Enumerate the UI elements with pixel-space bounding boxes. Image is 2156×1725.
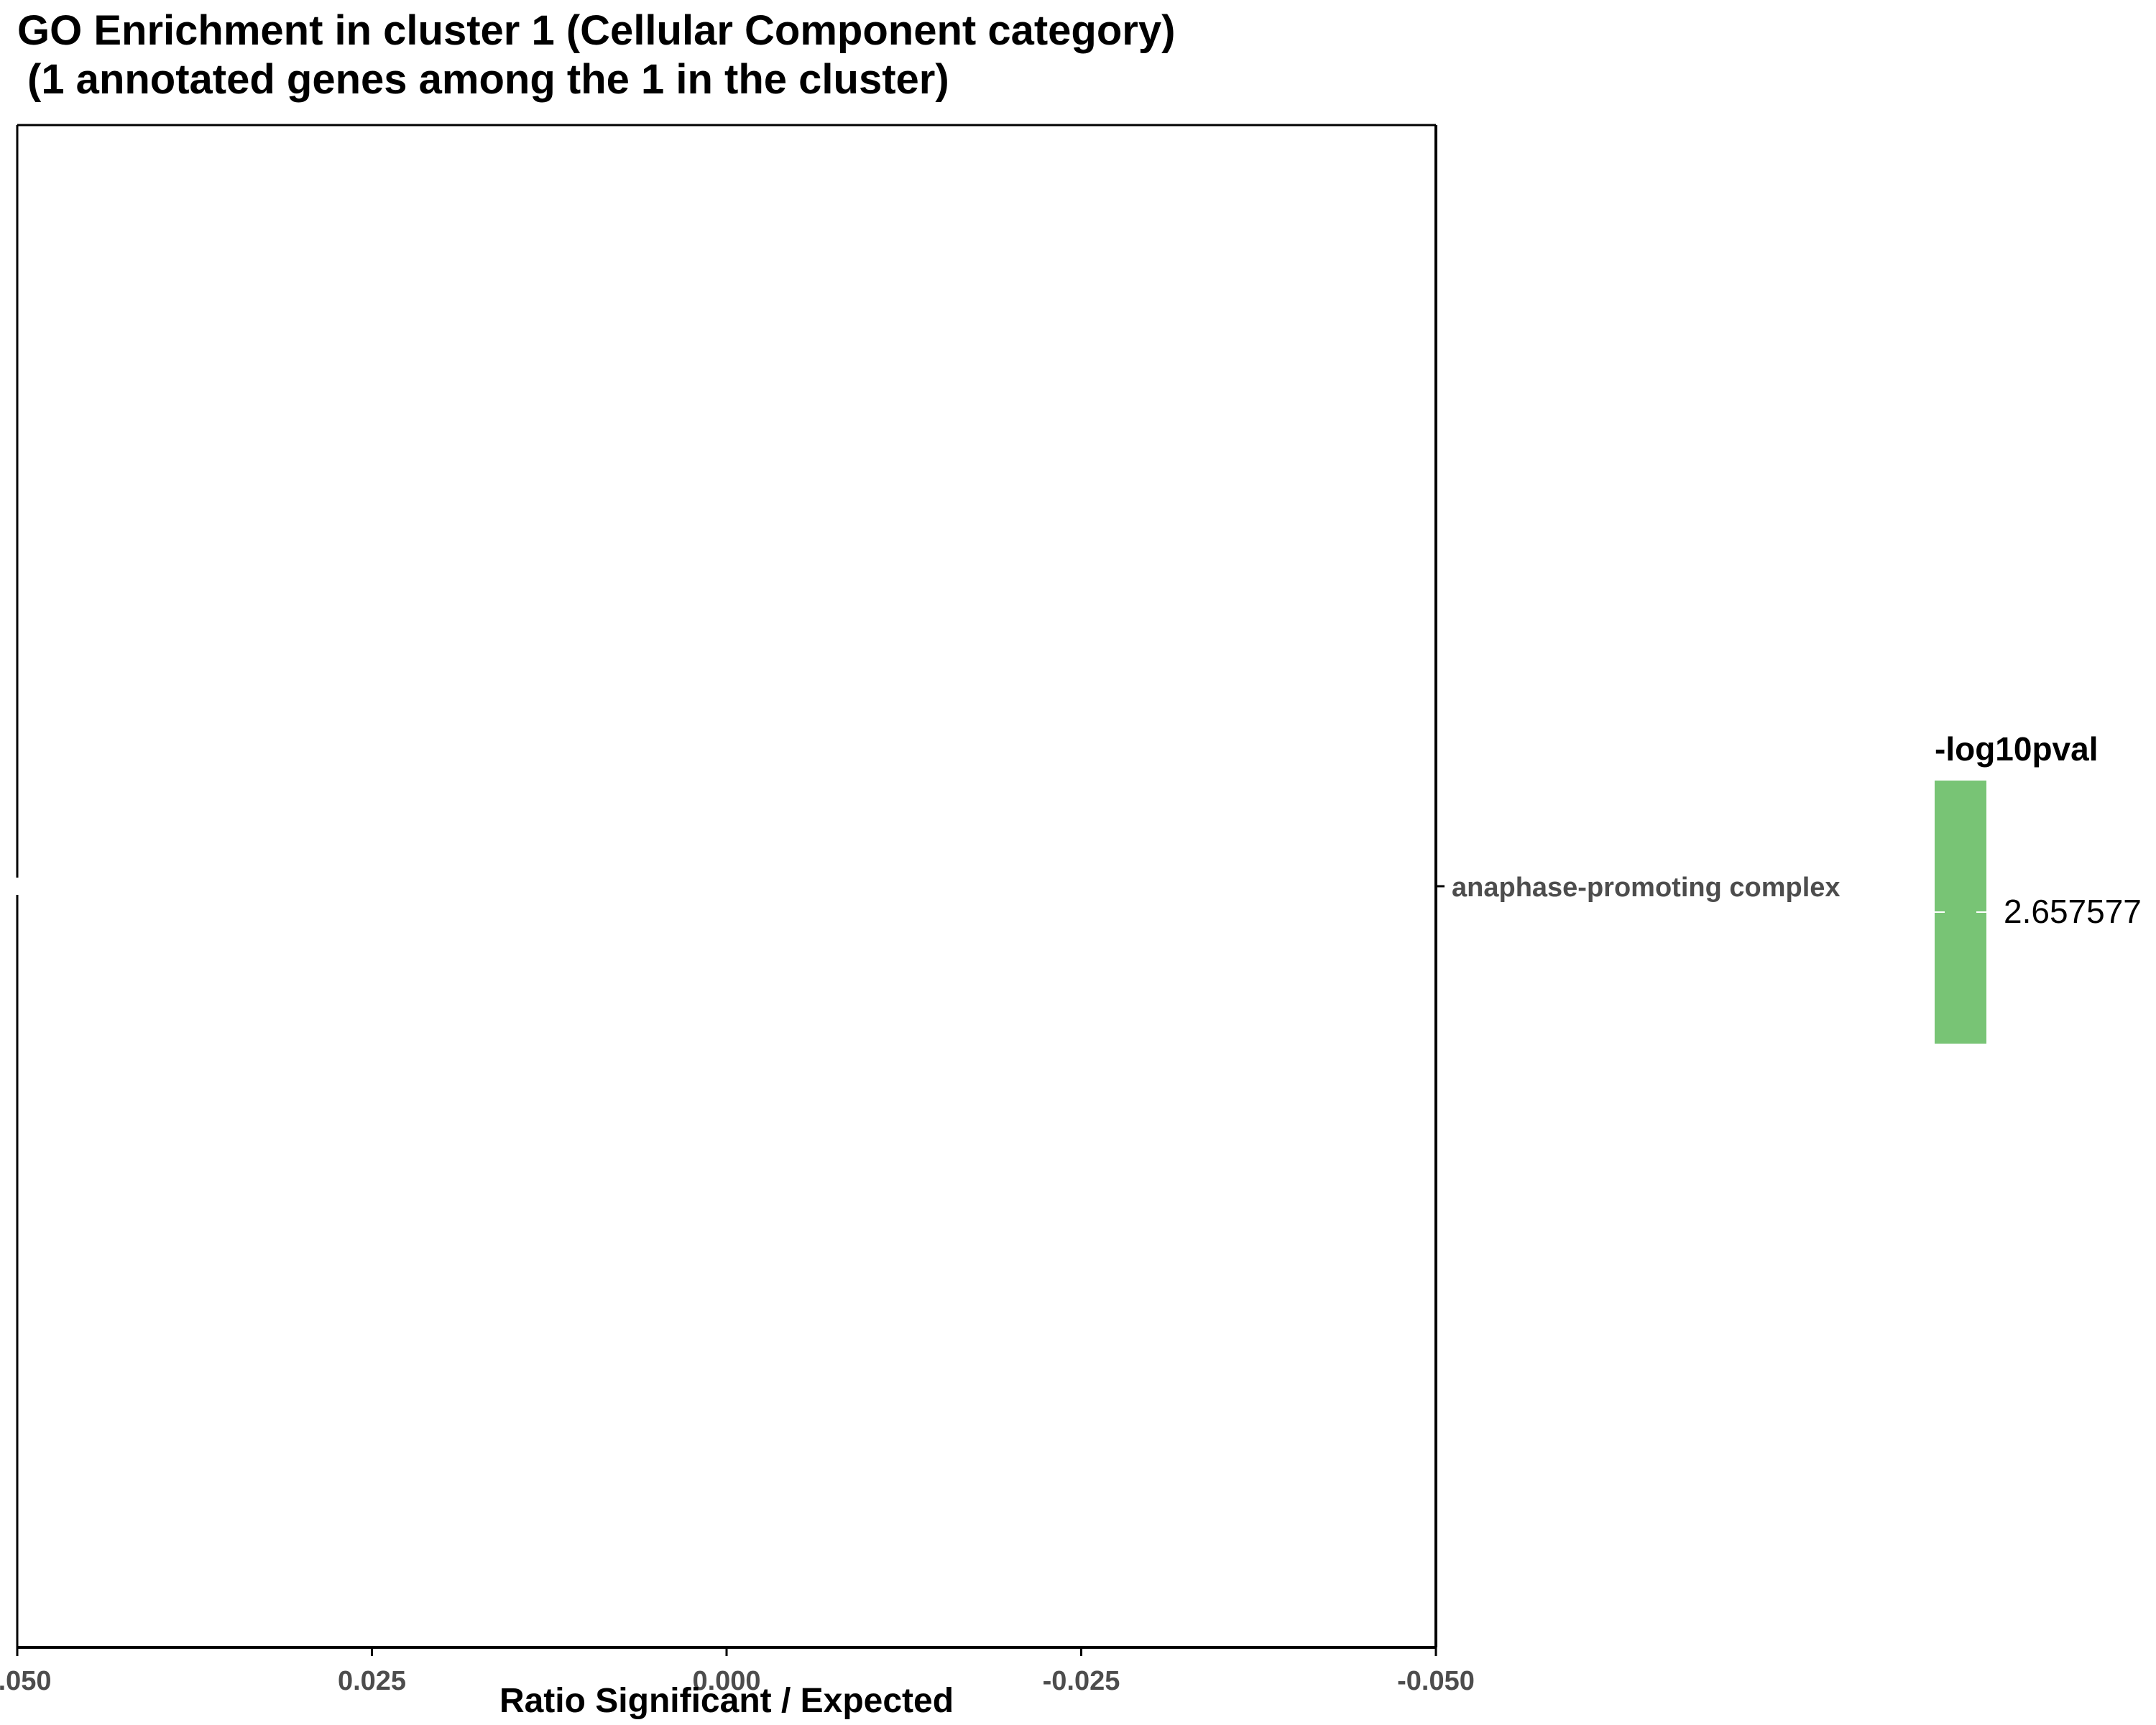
x-ticks: 0.050 0.025 0.000 -0.025 -0.050 (0, 1647, 1475, 1696)
legend-title: -log10pval (1935, 730, 2099, 768)
x-tick-label: 0.050 (0, 1666, 52, 1696)
legend-value-label: 2.657577 (2004, 893, 2142, 930)
bars-layer (16, 878, 22, 895)
plot-panel (16, 124, 1437, 1649)
y-ticks: anaphase-promoting complex (1436, 873, 1841, 903)
x-tick-label: 0.025 (338, 1666, 406, 1696)
chart-subtitle: (1 annotated genes among the 1 in the cl… (27, 56, 949, 103)
x-tick-label: 0.000 (692, 1666, 760, 1696)
y-tick-label: anaphase-promoting complex (1452, 873, 1841, 903)
chart-title: GO Enrichment in cluster 1 (Cellular Com… (17, 7, 1175, 54)
x-tick-label: -0.050 (1397, 1666, 1475, 1696)
color-legend: -log10pval 2.657577 (1935, 730, 2142, 1044)
bar-edge-marker (16, 878, 22, 895)
x-tick-label: -0.025 (1043, 1666, 1120, 1696)
x-axis-title: Ratio Significant / Expected (499, 1682, 954, 1720)
